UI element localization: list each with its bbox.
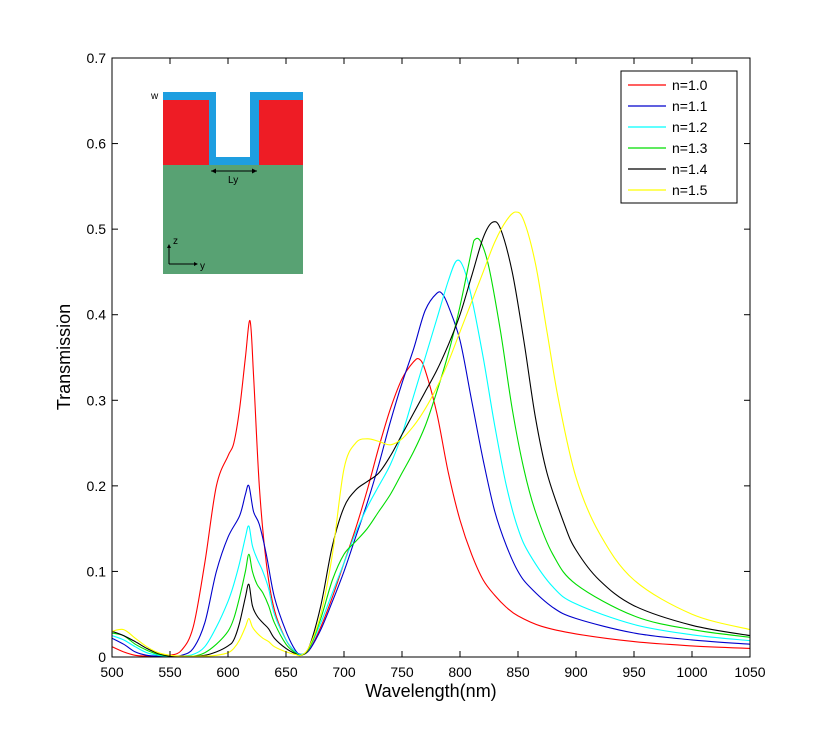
x-tick-label: 700 — [332, 664, 356, 680]
y-tick-label: 0.5 — [87, 221, 107, 237]
structure-inset: w Ly z y — [150, 91, 303, 274]
legend-label-4: n=1.3 — [672, 140, 708, 156]
legend-label-1: n=1.0 — [672, 77, 708, 93]
inset-right-ridge — [259, 100, 303, 165]
legend-label-2: n=1.1 — [672, 98, 708, 114]
inset-label-z: z — [173, 236, 178, 247]
ticks-layer: 500 550 600 650 700 750 800 850 900 950 1000 1050 0 0… — [87, 50, 766, 680]
series-line-1 — [111, 320, 751, 657]
x-tick-label: 1000 — [676, 664, 707, 680]
x-tick-label: 850 — [506, 664, 530, 680]
inset-ly-arrowheads — [211, 168, 257, 174]
legend-box — [620, 70, 738, 204]
x-tick-label: 1050 — [734, 664, 765, 680]
inset-coating — [163, 92, 303, 165]
x-tick-label: 650 — [274, 664, 298, 680]
series-line-4 — [111, 237, 751, 657]
inset-label-w: w — [150, 91, 159, 102]
series-line-3 — [111, 259, 751, 657]
inset-axis-arrowheads — [167, 244, 198, 266]
y-tick-label: 0.7 — [87, 50, 107, 66]
x-tick-label: 600 — [216, 664, 240, 680]
plot-frame — [111, 57, 751, 658]
y-tick-label: 0 — [98, 649, 106, 665]
x-tick-label: 950 — [622, 664, 646, 680]
x-tick-label: 800 — [448, 664, 472, 680]
y-tick-label: 0.6 — [87, 136, 107, 152]
inset-label-y: y — [200, 261, 205, 272]
x-axis-label: Wavelength(nm) — [365, 681, 496, 701]
y-tick-label: 0.2 — [87, 478, 107, 494]
inset-left-ridge — [163, 100, 209, 165]
legend-label-3: n=1.2 — [672, 119, 708, 135]
x-tick-label: 500 — [100, 664, 124, 680]
series-line-5 — [111, 221, 751, 657]
inset-substrate — [163, 165, 303, 274]
legend-label-5: n=1.4 — [672, 161, 708, 177]
legend: n=1.0 n=1.1 n=1.2 n=1.3 n=1.4 n=1.5 — [620, 70, 738, 204]
x-tick-label: 550 — [158, 664, 182, 680]
inset-label-ly: Ly — [228, 175, 238, 186]
y-axis-label: Transmission — [54, 304, 74, 410]
y-tick-label: 0.3 — [87, 392, 107, 408]
x-tick-label: 750 — [390, 664, 414, 680]
x-tick-label: 900 — [564, 664, 588, 680]
y-tick-label: 0.1 — [87, 563, 107, 579]
series-line-6 — [111, 211, 751, 657]
series-line-2 — [111, 291, 751, 657]
y-tick-label: 0.4 — [87, 307, 107, 323]
legend-label-6: n=1.5 — [672, 182, 708, 198]
series-layer — [111, 211, 751, 657]
